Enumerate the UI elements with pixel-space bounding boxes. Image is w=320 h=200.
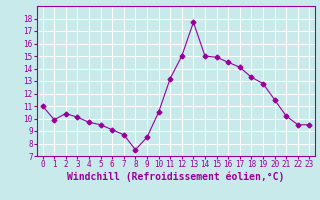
X-axis label: Windchill (Refroidissement éolien,°C): Windchill (Refroidissement éolien,°C)	[67, 172, 285, 182]
